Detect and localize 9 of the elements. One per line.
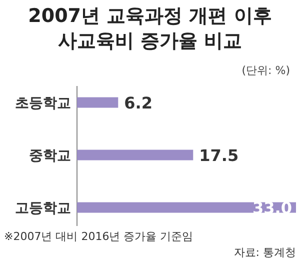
y-tick-label: 고등학교 xyxy=(15,200,71,217)
data-label: 6.2 xyxy=(124,93,152,112)
chart-title: 2007년 교육과정 개편 이후 사교육비 증가율 비교 xyxy=(28,5,272,52)
text: ※2007년 대비 2016년 증가율 기준임 xyxy=(4,230,194,243)
chart-subtitle: (단위: %) xyxy=(242,64,290,77)
text: 자료: 통계청 xyxy=(234,246,296,259)
y-tick-label: 초등학교 xyxy=(15,96,71,112)
data-label: 17.5 xyxy=(199,146,239,165)
y-tick-label: 중학교 xyxy=(29,148,71,164)
